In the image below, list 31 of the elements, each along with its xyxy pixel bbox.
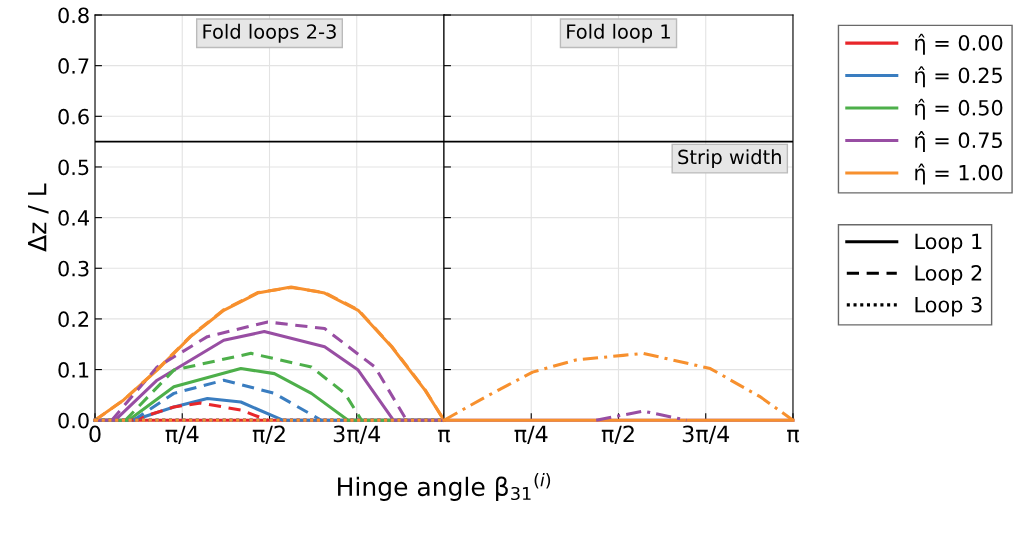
y-tick-label: 0.4 — [58, 210, 89, 226]
ref-line-label: Strip width — [678, 149, 781, 169]
y-tick-label: 0.0 — [58, 412, 89, 429]
y-tick-label: 0.2 — [58, 311, 89, 328]
y-axis-title: Δz / L — [28, 183, 49, 252]
x-tick-label: 3π/4 — [682, 425, 730, 445]
x-tick-label: π/4 — [514, 425, 548, 445]
legend-label: η̂ = 0.75 — [915, 131, 1002, 153]
y-tick-label: 0.5 — [58, 159, 89, 176]
x-tick-label: π — [787, 429, 800, 443]
annotation: Fold loop 1 — [567, 23, 670, 43]
y-tick-label: 0.6 — [58, 108, 89, 125]
legend-label: Loop 1 — [915, 233, 982, 254]
legend-label: η̂ = 0.25 — [915, 66, 1002, 88]
y-tick-label: 0.1 — [58, 362, 89, 378]
x-axis-title: Hinge angle β$_{31}$$^{(i)}$ — [338, 472, 551, 501]
x-tick-label: 0 — [89, 425, 101, 443]
x-tick-label: 3π/4 — [333, 425, 381, 445]
legend-label: η̂ = 0.50 — [915, 98, 1003, 120]
x-tick-label: π — [438, 429, 451, 443]
x-tick-label: π/4 — [165, 425, 199, 445]
legend-label: η̂ = 0.00 — [915, 33, 1003, 55]
x-tick-label: π/2 — [252, 425, 285, 445]
legend-label: η̂ = 1.00 — [915, 163, 1003, 185]
legend-label: Loop 3 — [915, 296, 982, 317]
annotation: Fold loops 2-3 — [203, 23, 336, 43]
y-tick-label: 0.3 — [58, 260, 89, 277]
legend-label: Loop 2 — [915, 265, 982, 285]
y-tick-label: 0.7 — [58, 58, 89, 74]
x-tick-label: π/2 — [601, 425, 634, 445]
y-tick-label: 0.8 — [58, 7, 89, 24]
